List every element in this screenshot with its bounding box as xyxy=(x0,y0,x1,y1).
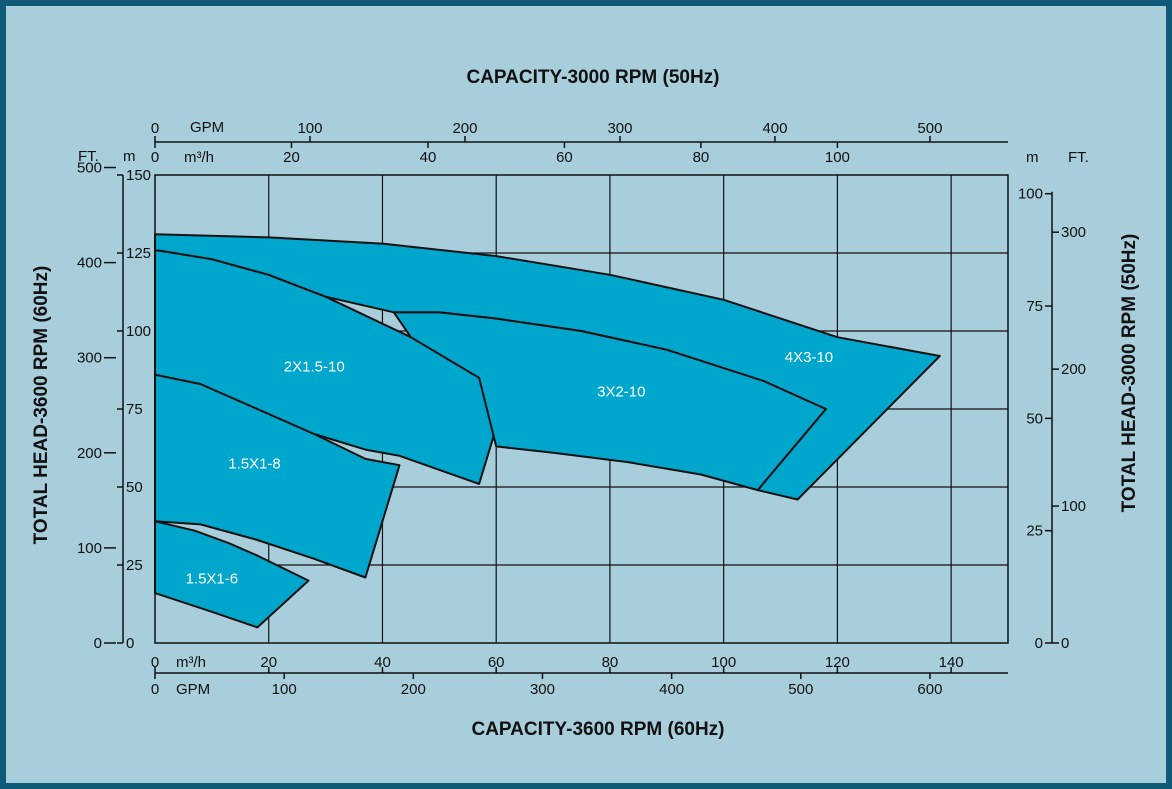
left-m-tick-label: 125 xyxy=(126,245,151,262)
performance-regions xyxy=(154,233,941,629)
bottom-m3h-tick-label: 120 xyxy=(825,654,850,671)
bottom-gpm-tick-label: 300 xyxy=(530,681,555,698)
region-label: 2X1.5-10 xyxy=(284,359,345,376)
top-gpm-tick-label: 300 xyxy=(607,120,632,137)
right-m-unit: m xyxy=(1026,149,1039,166)
left-m-tick-label: 150 xyxy=(126,167,151,184)
top-m3h-unit: m³/h xyxy=(184,149,214,166)
bottom-m3h-tick-label: 20 xyxy=(260,654,277,671)
left-m-tick-label: 0 xyxy=(126,635,134,652)
right-ft-tick-label: 100 xyxy=(1061,498,1086,515)
top-gpm-unit: GPM xyxy=(190,119,224,136)
left-ft-tick-label: 500 xyxy=(77,160,102,177)
bottom-gpm-tick-label: 500 xyxy=(788,681,813,698)
top-m3h-tick-label: 40 xyxy=(420,149,437,166)
top-gpm-tick-label: 0 xyxy=(151,120,159,137)
top-gpm-tick-label: 500 xyxy=(917,120,942,137)
right-ft-tick-label: 0 xyxy=(1061,635,1069,652)
left-ft-tick-label: 100 xyxy=(77,540,102,557)
right-m-tick-label: 75 xyxy=(1026,298,1043,315)
bottom-gpm-tick-label: 100 xyxy=(272,681,297,698)
bottom-m3h-tick-label: 100 xyxy=(711,654,736,671)
left-m-unit: m xyxy=(123,148,136,165)
left-m-tick-label: 25 xyxy=(126,557,143,574)
top-gpm-tick-label: 400 xyxy=(762,120,787,137)
right-ft-tick-label: 300 xyxy=(1061,224,1086,241)
left-ft-tick-label: 400 xyxy=(77,255,102,272)
right-ft-unit: FT. xyxy=(1068,149,1089,166)
left-ft-tick-label: 0 xyxy=(94,635,102,652)
right-m-tick-label: 0 xyxy=(1035,635,1043,652)
region-4x3-10 xyxy=(154,233,941,501)
bottom-gpm-tick-label: 0 xyxy=(151,681,159,698)
bottom-m3h-tick-label: 0 xyxy=(151,654,159,671)
region-label: 1.5X1-6 xyxy=(186,571,239,588)
left-ft-tick-label: 300 xyxy=(77,350,102,367)
bottom-m3h-tick-label: 60 xyxy=(488,654,505,671)
top-m3h-tick-label: 100 xyxy=(825,149,850,166)
top-m3h-tick-label: 60 xyxy=(556,149,573,166)
bottom-axis-title: CAPACITY-3600 RPM (60Hz) xyxy=(471,719,724,740)
region-label: 4X3-10 xyxy=(785,349,833,366)
left-axis-title: TOTAL HEAD-3600 RPM (60Hz) xyxy=(31,266,52,545)
right-m-tick-label: 25 xyxy=(1026,523,1043,540)
right-m-tick-label: 100 xyxy=(1018,186,1043,203)
left-ft-unit: FT. xyxy=(78,148,99,165)
top-gpm-tick-label: 200 xyxy=(452,120,477,137)
right-axis-title: TOTAL HEAD-3000 RPM (50Hz) xyxy=(1119,234,1140,513)
bottom-m3h-unit: m³/h xyxy=(176,654,206,671)
left-m-tick-label: 50 xyxy=(126,479,143,496)
bottom-m3h-tick-label: 140 xyxy=(939,654,964,671)
left-m-tick-label: 75 xyxy=(126,401,143,418)
bottom-m3h-tick-label: 40 xyxy=(374,654,391,671)
left-m-tick-label: 100 xyxy=(126,323,151,340)
top-m3h-tick-label: 0 xyxy=(151,149,159,166)
bottom-gpm-tick-label: 600 xyxy=(917,681,942,698)
bottom-m3h-tick-label: 80 xyxy=(602,654,619,671)
top-axis-title: CAPACITY-3000 RPM (50Hz) xyxy=(466,67,719,88)
top-m3h-tick-label: 80 xyxy=(693,149,710,166)
top-gpm-tick-label: 100 xyxy=(297,120,322,137)
right-m-tick-label: 50 xyxy=(1026,410,1043,427)
region-label: 3X2-10 xyxy=(597,384,645,401)
region-1-5x1-6 xyxy=(154,520,310,629)
right-ft-tick-label: 200 xyxy=(1061,361,1086,378)
region-label: 1.5X1-8 xyxy=(228,455,281,472)
top-m3h-tick-label: 20 xyxy=(283,149,300,166)
bottom-gpm-unit: GPM xyxy=(176,681,210,698)
bottom-gpm-tick-label: 400 xyxy=(659,681,684,698)
left-ft-tick-label: 200 xyxy=(77,445,102,462)
bottom-gpm-tick-label: 200 xyxy=(401,681,426,698)
region-labels: 1.5X1-6 1.5X1-8 2X1.5-10 3X2-10 4X3-10 xyxy=(186,349,834,588)
